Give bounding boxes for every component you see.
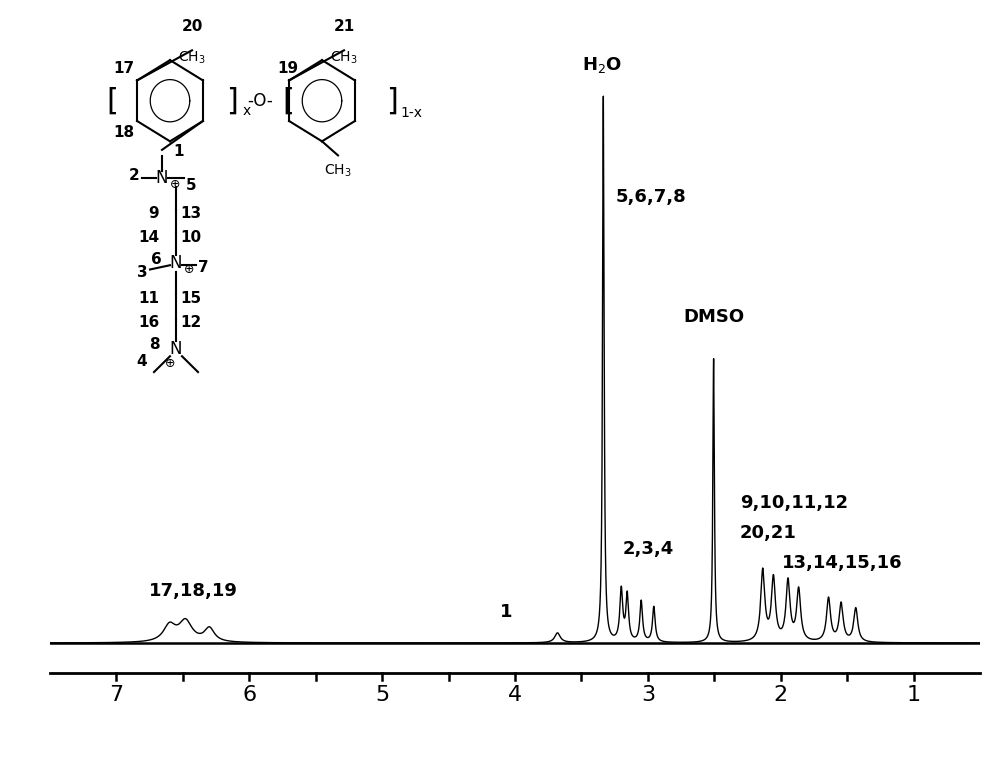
Text: 9: 9 [149, 207, 159, 221]
Text: 10: 10 [180, 230, 201, 245]
Text: 15: 15 [180, 291, 201, 306]
Text: 7: 7 [109, 684, 123, 704]
Text: ⊕: ⊕ [165, 357, 175, 370]
Text: 19: 19 [277, 61, 299, 76]
Text: 13: 13 [180, 207, 201, 221]
Text: 12: 12 [180, 315, 201, 330]
Text: CH$_3$: CH$_3$ [330, 50, 358, 66]
Text: 11: 11 [138, 291, 159, 306]
Text: 5,6,7,8: 5,6,7,8 [615, 188, 686, 206]
Text: 17: 17 [113, 61, 135, 76]
Text: ]: ] [226, 86, 238, 115]
Text: 2,3,4: 2,3,4 [622, 540, 673, 559]
Text: DMSO: DMSO [684, 308, 745, 327]
Text: 1: 1 [499, 604, 512, 621]
Text: 3: 3 [641, 684, 655, 704]
Text: N: N [170, 340, 182, 358]
Text: N: N [170, 254, 182, 272]
Text: 6: 6 [242, 684, 256, 704]
Text: 9,10,11,12: 9,10,11,12 [741, 494, 849, 512]
Text: 3: 3 [137, 265, 147, 280]
Text: 8: 8 [149, 336, 160, 352]
Text: H$_2$O: H$_2$O [582, 55, 623, 76]
Text: 1-x: 1-x [400, 106, 422, 120]
Text: 14: 14 [138, 230, 159, 245]
Text: [: [ [282, 86, 294, 115]
Text: 4: 4 [137, 354, 147, 369]
Text: 5: 5 [375, 684, 389, 704]
Text: 2: 2 [129, 168, 140, 183]
Text: 20: 20 [181, 20, 203, 34]
Text: -O-: -O- [247, 92, 273, 110]
Text: 7: 7 [198, 260, 209, 275]
Text: N: N [156, 169, 168, 187]
Text: [: [ [106, 86, 118, 115]
Text: ⊕: ⊕ [170, 178, 180, 191]
Text: 17,18,19: 17,18,19 [149, 582, 238, 600]
Text: 4: 4 [508, 684, 522, 704]
Text: x: x [243, 105, 251, 118]
Text: CH$_3$: CH$_3$ [324, 163, 352, 179]
Text: ]: ] [386, 86, 398, 115]
Text: 6: 6 [151, 252, 162, 267]
Text: 20,21: 20,21 [740, 524, 797, 542]
Text: 18: 18 [113, 125, 135, 140]
Text: 13,14,15,16: 13,14,15,16 [782, 554, 902, 572]
Text: CH$_3$: CH$_3$ [178, 50, 206, 66]
Text: 5: 5 [186, 178, 197, 193]
Text: 2: 2 [774, 684, 788, 704]
Text: 21: 21 [333, 20, 355, 34]
Text: 1: 1 [907, 684, 921, 704]
Text: 1: 1 [173, 144, 184, 159]
Text: 16: 16 [138, 315, 159, 330]
Text: ⊕: ⊕ [184, 263, 194, 276]
